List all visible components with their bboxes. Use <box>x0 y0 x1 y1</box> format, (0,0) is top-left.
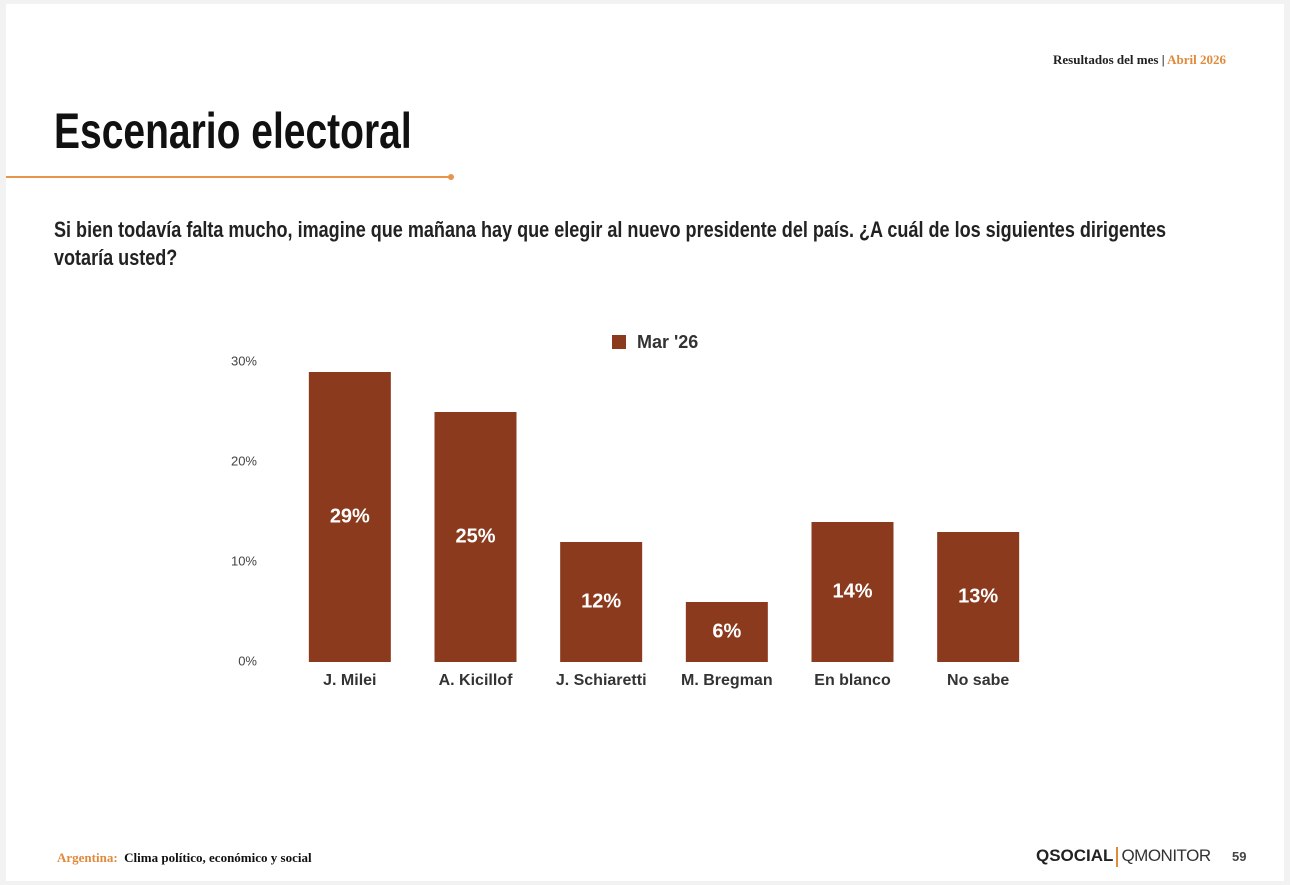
logo-monitor: QMONITOR <box>1121 846 1211 865</box>
slide: Resultados del mes | Abril 2026 Escenari… <box>6 4 1284 881</box>
logos: QSOCIAL QMONITOR <box>1036 846 1211 867</box>
x-tick-label: A. Kicillof <box>439 672 513 689</box>
bar <box>685 602 768 662</box>
legend-label: Mar '26 <box>637 332 698 352</box>
page-number: 59 <box>1232 849 1247 864</box>
x-tick-label: J. Schiaretti <box>556 672 647 689</box>
bar <box>434 412 517 662</box>
bar <box>308 372 391 662</box>
x-tick-label: En blanco <box>814 672 891 689</box>
footer: Argentina: Clima político, económico y s… <box>57 850 312 866</box>
logo-social: QSOCIAL <box>1036 846 1114 865</box>
value-label: 29% <box>330 505 370 527</box>
x-tick-label: No sabe <box>947 672 1009 689</box>
logo-divider <box>1116 846 1119 867</box>
bar <box>811 522 894 662</box>
x-tick-label: J. Milei <box>323 672 376 689</box>
value-label: 14% <box>832 580 872 602</box>
x-tick-label: M. Bregman <box>681 672 773 689</box>
title: Escenario electoral <box>54 103 412 159</box>
header-label: Resultados del mes <box>1053 52 1159 67</box>
y-tick-label: 30% <box>231 353 257 368</box>
question: Si bien todavía falta mucho, imagine que… <box>54 217 1167 270</box>
footer-subtitle: Clima político, económico y social <box>124 850 312 865</box>
title-rule <box>6 176 452 178</box>
rule-dot <box>448 174 454 180</box>
y-tick-label: 10% <box>231 553 257 568</box>
header-period: Abril 2026 <box>1167 52 1226 67</box>
bar <box>937 532 1020 662</box>
y-tick-label: 0% <box>238 653 257 668</box>
value-label: 12% <box>581 590 621 612</box>
y-tick-label: 20% <box>231 453 257 468</box>
header-separator: | <box>1161 52 1165 67</box>
footer-country: Argentina: <box>57 850 118 865</box>
header: Resultados del mes | Abril 2026 <box>1053 52 1226 68</box>
value-label: 13% <box>958 585 998 607</box>
bar <box>560 542 643 662</box>
legend-swatch <box>612 335 626 349</box>
value-label: 25% <box>455 525 495 547</box>
value-label: 6% <box>712 620 741 642</box>
